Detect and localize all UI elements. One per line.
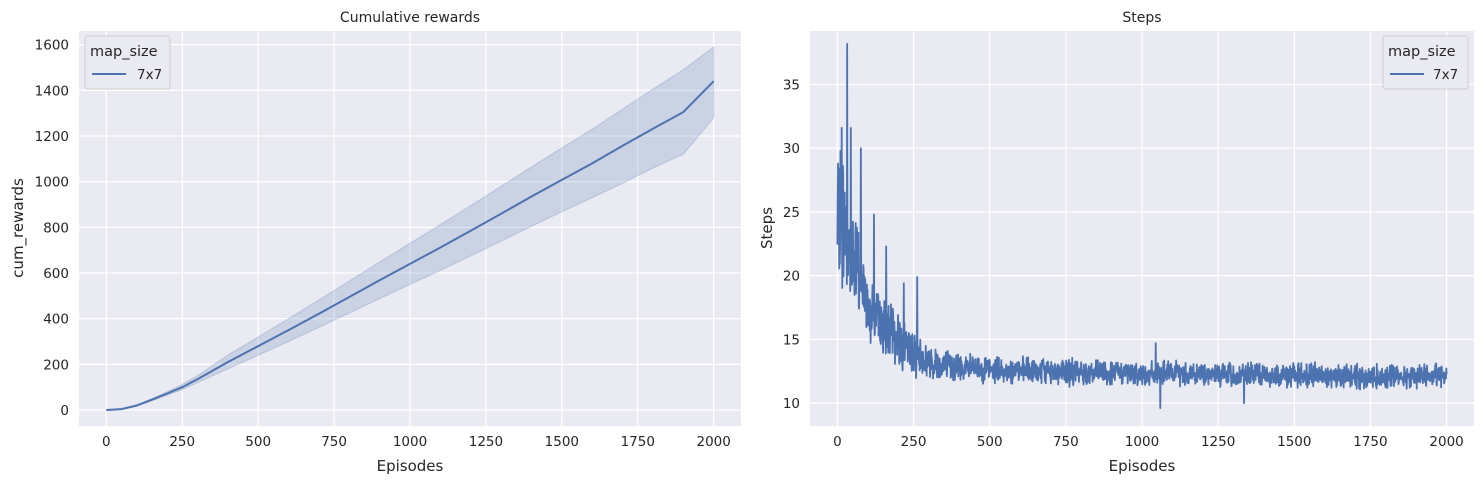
x-tick-label: 500 — [245, 434, 271, 450]
x-tick-label: 750 — [1053, 434, 1079, 450]
y-tick-label: 15 — [783, 332, 800, 348]
y-tick-label: 10 — [783, 396, 800, 412]
grid-lines — [79, 31, 741, 426]
legend: map_size 7x7 — [84, 35, 171, 90]
y-tick-label: 200 — [43, 357, 69, 373]
x-tick-labels: 0 250 500 750 1000 1250 1500 1750 2000 — [102, 434, 731, 450]
cumulative-rewards-panel: 0 250 500 750 1000 1250 1500 1750 2000 0 200 400 60… — [9, 10, 741, 475]
x-tick-label: 250 — [169, 434, 195, 450]
x-tick-label: 1500 — [1277, 434, 1311, 450]
y-axis-label: cum_rewards — [9, 178, 28, 278]
x-tick-label: 0 — [102, 434, 111, 450]
y-tick-label: 1200 — [35, 129, 69, 145]
y-tick-label: 400 — [43, 312, 69, 328]
y-tick-labels: 0 200 400 600 800 1000 1200 1400 1600 — [35, 38, 69, 419]
legend-box — [1382, 35, 1469, 90]
x-tick-label: 750 — [321, 434, 347, 450]
x-tick-label: 1250 — [1201, 434, 1235, 450]
y-tick-label: 30 — [783, 141, 800, 157]
y-tick-label: 0 — [60, 403, 69, 419]
x-tick-label: 1000 — [393, 434, 427, 450]
series-lines — [106, 80, 715, 411]
x-tick-label: 1750 — [1353, 434, 1387, 450]
legend-box — [84, 35, 171, 90]
y-tick-label: 800 — [43, 220, 69, 236]
legend-entry: 7x7 — [137, 67, 162, 83]
chart-title: Steps — [1122, 10, 1161, 26]
legend-entry: 7x7 — [1433, 67, 1458, 83]
x-tick-label: 2000 — [696, 434, 730, 450]
x-tick-label: 2000 — [1429, 434, 1463, 450]
y-tick-label: 25 — [783, 205, 800, 221]
x-tick-labels: 0 250 500 750 1000 1250 1500 1750 2000 — [833, 434, 1464, 450]
chart-title: Cumulative rewards — [340, 10, 480, 26]
x-tick-label: 1000 — [1125, 434, 1159, 450]
series-lines — [836, 42, 1448, 410]
x-tick-label: 0 — [833, 434, 842, 450]
x-axis-label: Episodes — [1109, 457, 1176, 475]
steps-panel: 0 250 500 750 1000 1250 1500 1750 2000 10 15 20 25 3… — [758, 10, 1474, 475]
y-tick-labels: 10 15 20 25 30 35 — [783, 78, 800, 413]
y-tick-label: 600 — [43, 266, 69, 282]
y-tick-label: 35 — [783, 78, 800, 94]
series-line-7x7 — [836, 42, 1448, 410]
y-tick-label: 1000 — [35, 175, 69, 191]
x-tick-label: 1750 — [621, 434, 655, 450]
y-tick-label: 1400 — [35, 83, 69, 99]
legend-title: map_size — [1388, 44, 1456, 60]
y-axis-label: Steps — [758, 207, 776, 249]
x-axis-label: Episodes — [377, 457, 444, 475]
legend-title: map_size — [90, 44, 158, 60]
x-tick-label: 250 — [901, 434, 927, 450]
legend: map_size 7x7 — [1382, 35, 1469, 90]
series-line-7x7 — [106, 80, 715, 411]
x-tick-label: 1500 — [545, 434, 579, 450]
y-tick-label: 20 — [783, 269, 800, 285]
y-tick-label: 1600 — [35, 38, 69, 54]
x-tick-label: 1250 — [469, 434, 503, 450]
x-tick-label: 500 — [977, 434, 1003, 450]
